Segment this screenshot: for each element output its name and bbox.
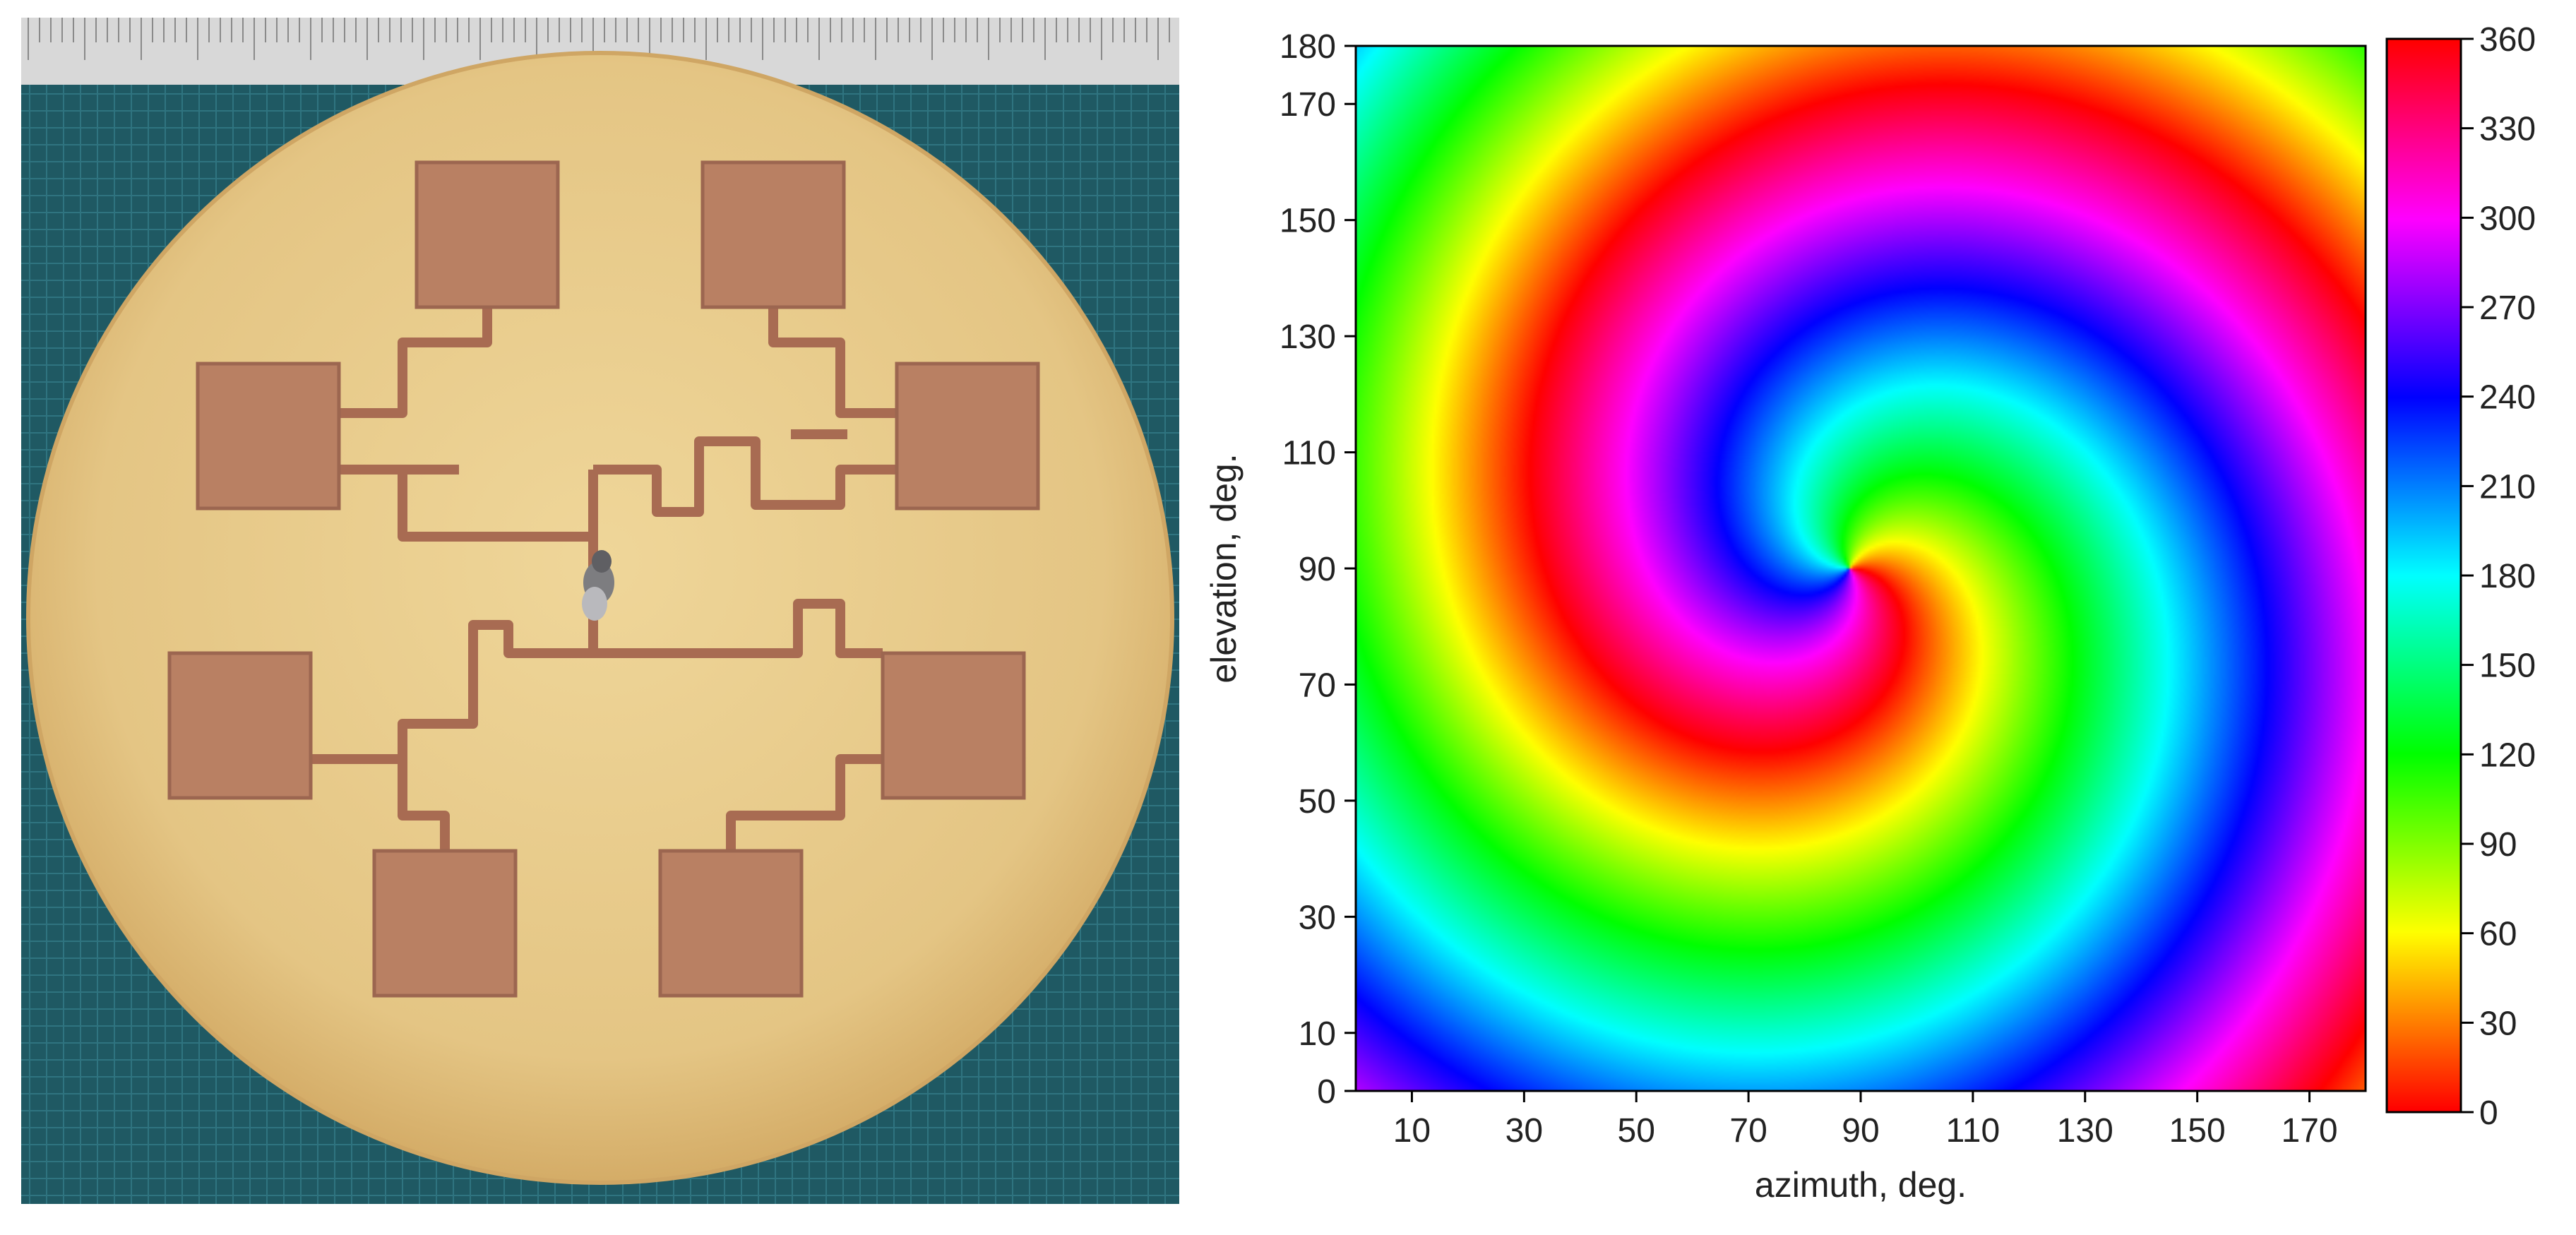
feed-line xyxy=(768,307,897,418)
colorbar-tick-label: 240 xyxy=(2479,379,2536,417)
antenna-board-image xyxy=(21,18,1179,1204)
phase-heatmap xyxy=(1356,46,2366,1091)
x-tick-label: 110 xyxy=(1946,1112,2000,1150)
y-tick-label: 50 xyxy=(1299,783,1336,821)
colorbar-axis: 0 30 60 90 120 150 180 210 240 270 300 330 360 xyxy=(2461,21,2536,1132)
patch-element xyxy=(415,160,560,309)
feed-line xyxy=(593,436,897,517)
x-tick-label: 130 xyxy=(2057,1112,2113,1150)
y-tick-label: 150 xyxy=(1280,203,1336,240)
y-tick-label: 0 xyxy=(1317,1073,1336,1111)
x-tick-label: 170 xyxy=(2282,1112,2338,1150)
patch-element xyxy=(167,651,313,800)
x-tick-label: 150 xyxy=(2169,1112,2226,1150)
colorbar-tick-label: 360 xyxy=(2479,21,2536,59)
feed-line xyxy=(339,465,593,542)
x-tick-label: 30 xyxy=(1505,1112,1543,1150)
colorbar-tick-label: 0 xyxy=(2479,1094,2498,1132)
y-axis-label: elevation, deg. xyxy=(1204,453,1244,683)
y-tick-label: 180 xyxy=(1280,28,1336,66)
antenna-board-photo xyxy=(21,18,1179,1204)
feed-line xyxy=(726,754,883,851)
x-tick-label: 70 xyxy=(1729,1112,1767,1150)
patch-element xyxy=(658,849,804,998)
ruler-ticks xyxy=(28,18,1170,60)
y-axis: 0 10 30 50 70 90 110 130 150 170 180 xyxy=(1280,28,1356,1111)
colorbar-tick-label: 150 xyxy=(2479,648,2536,685)
patch-elements xyxy=(167,160,1040,998)
x-axis-label: azimuth, deg. xyxy=(1755,1165,1967,1205)
phase-chart: 10 30 50 70 90 110 130 150 170 0 10 30 50 70 90 110 130… xyxy=(1193,0,2563,1231)
colorbar-tick-label: 60 xyxy=(2479,916,2517,953)
colorbar-tick-label: 180 xyxy=(2479,558,2536,595)
y-tick-label: 10 xyxy=(1299,1015,1336,1053)
colorbar-tick-label: 90 xyxy=(2479,826,2517,864)
patch-element xyxy=(881,651,1026,800)
feed-line xyxy=(593,599,883,658)
colorbar xyxy=(2387,39,2461,1112)
colorbar-tick-label: 120 xyxy=(2479,736,2536,774)
patch-element xyxy=(196,362,341,511)
patch-element xyxy=(700,160,846,309)
colorbar-tick-label: 210 xyxy=(2479,468,2536,506)
colorbar-tick-label: 270 xyxy=(2479,290,2536,327)
feed-line xyxy=(339,307,492,418)
connector xyxy=(582,550,614,621)
y-tick-label: 30 xyxy=(1299,899,1336,936)
colorbar-tick-label: 330 xyxy=(2479,111,2536,148)
feed-network xyxy=(311,307,897,851)
chart-svg: 10 30 50 70 90 110 130 150 170 0 10 30 50 70 90 110 130… xyxy=(1204,21,2536,1205)
x-tick-label: 50 xyxy=(1618,1112,1655,1150)
y-tick-label: 170 xyxy=(1280,86,1336,124)
feed-line xyxy=(311,620,593,764)
x-tick-label: 10 xyxy=(1393,1112,1431,1150)
y-tick-label: 130 xyxy=(1280,318,1336,356)
y-tick-label: 110 xyxy=(1282,435,1336,472)
feed-line xyxy=(311,754,450,851)
colorbar-tick-label: 30 xyxy=(2479,1005,2517,1042)
x-axis: 10 30 50 70 90 110 130 150 170 xyxy=(1393,1091,2338,1150)
colorbar-tick-label: 300 xyxy=(2479,200,2536,237)
y-tick-label: 90 xyxy=(1299,551,1336,588)
patch-element xyxy=(372,849,518,998)
patch-element xyxy=(895,362,1040,511)
x-tick-label: 90 xyxy=(1842,1112,1879,1150)
y-tick-label: 70 xyxy=(1299,667,1336,704)
